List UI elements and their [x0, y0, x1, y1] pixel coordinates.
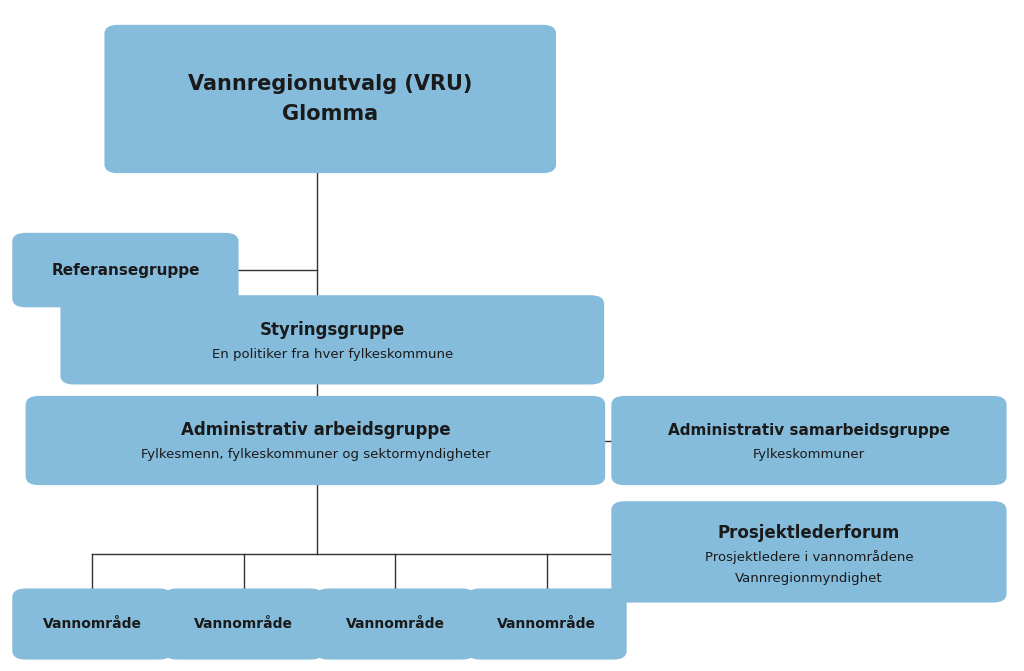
Text: Vannområde: Vannområde [346, 617, 444, 631]
FancyBboxPatch shape [611, 396, 1007, 485]
FancyBboxPatch shape [611, 501, 1007, 603]
FancyBboxPatch shape [26, 396, 605, 485]
FancyBboxPatch shape [315, 588, 475, 660]
Text: Referansegruppe: Referansegruppe [51, 262, 200, 278]
FancyBboxPatch shape [60, 295, 604, 384]
Text: Fylkeskommuner: Fylkeskommuner [753, 448, 865, 462]
FancyBboxPatch shape [12, 233, 239, 307]
Text: Glomma: Glomma [283, 104, 378, 124]
Text: Vannregionutvalg (VRU): Vannregionutvalg (VRU) [188, 74, 472, 94]
FancyBboxPatch shape [467, 588, 627, 660]
Text: Vannområde: Vannområde [43, 617, 141, 631]
Text: En politiker fra hver fylkeskommune: En politiker fra hver fylkeskommune [212, 348, 453, 361]
Text: Prosjektledere i vannområdene: Prosjektledere i vannområdene [705, 550, 913, 564]
Text: Vannområde: Vannområde [195, 617, 293, 631]
Text: Vannområde: Vannområde [498, 617, 596, 631]
FancyBboxPatch shape [104, 25, 556, 173]
FancyBboxPatch shape [164, 588, 324, 660]
Text: Administrativ samarbeidsgruppe: Administrativ samarbeidsgruppe [668, 423, 950, 438]
Text: Vannregionmyndighet: Vannregionmyndighet [735, 572, 883, 585]
Text: Administrativ arbeidsgruppe: Administrativ arbeidsgruppe [180, 421, 451, 440]
FancyBboxPatch shape [12, 588, 172, 660]
Text: Styringsgruppe: Styringsgruppe [260, 321, 404, 339]
Text: Fylkesmenn, fylkeskommuner og sektormyndigheter: Fylkesmenn, fylkeskommuner og sektormynd… [140, 448, 490, 462]
Text: Prosjektlederforum: Prosjektlederforum [718, 525, 900, 542]
